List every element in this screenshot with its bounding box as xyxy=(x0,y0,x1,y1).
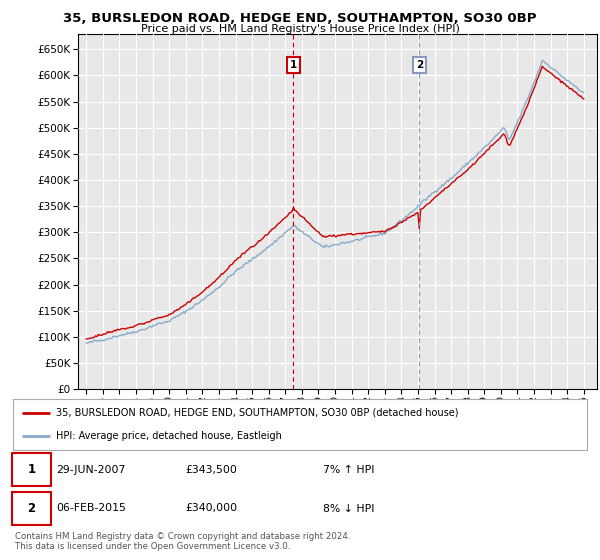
Text: 2: 2 xyxy=(416,60,423,70)
Text: £343,500: £343,500 xyxy=(185,465,237,475)
Text: 06-FEB-2015: 06-FEB-2015 xyxy=(56,503,126,514)
Text: 29-JUN-2007: 29-JUN-2007 xyxy=(56,465,125,475)
Text: 35, BURSLEDON ROAD, HEDGE END, SOUTHAMPTON, SO30 0BP: 35, BURSLEDON ROAD, HEDGE END, SOUTHAMPT… xyxy=(63,12,537,25)
Text: 2: 2 xyxy=(28,502,35,515)
Text: £340,000: £340,000 xyxy=(185,503,238,514)
Text: 1: 1 xyxy=(290,60,297,70)
FancyBboxPatch shape xyxy=(12,454,51,486)
Text: Contains HM Land Registry data © Crown copyright and database right 2024.
This d: Contains HM Land Registry data © Crown c… xyxy=(15,532,350,552)
Text: Price paid vs. HM Land Registry's House Price Index (HPI): Price paid vs. HM Land Registry's House … xyxy=(140,24,460,34)
Text: 1: 1 xyxy=(28,463,35,477)
Text: HPI: Average price, detached house, Eastleigh: HPI: Average price, detached house, East… xyxy=(56,431,282,441)
Text: 8% ↓ HPI: 8% ↓ HPI xyxy=(323,503,374,514)
FancyBboxPatch shape xyxy=(12,492,51,525)
Text: 35, BURSLEDON ROAD, HEDGE END, SOUTHAMPTON, SO30 0BP (detached house): 35, BURSLEDON ROAD, HEDGE END, SOUTHAMPT… xyxy=(56,408,459,418)
Text: 7% ↑ HPI: 7% ↑ HPI xyxy=(323,465,374,475)
